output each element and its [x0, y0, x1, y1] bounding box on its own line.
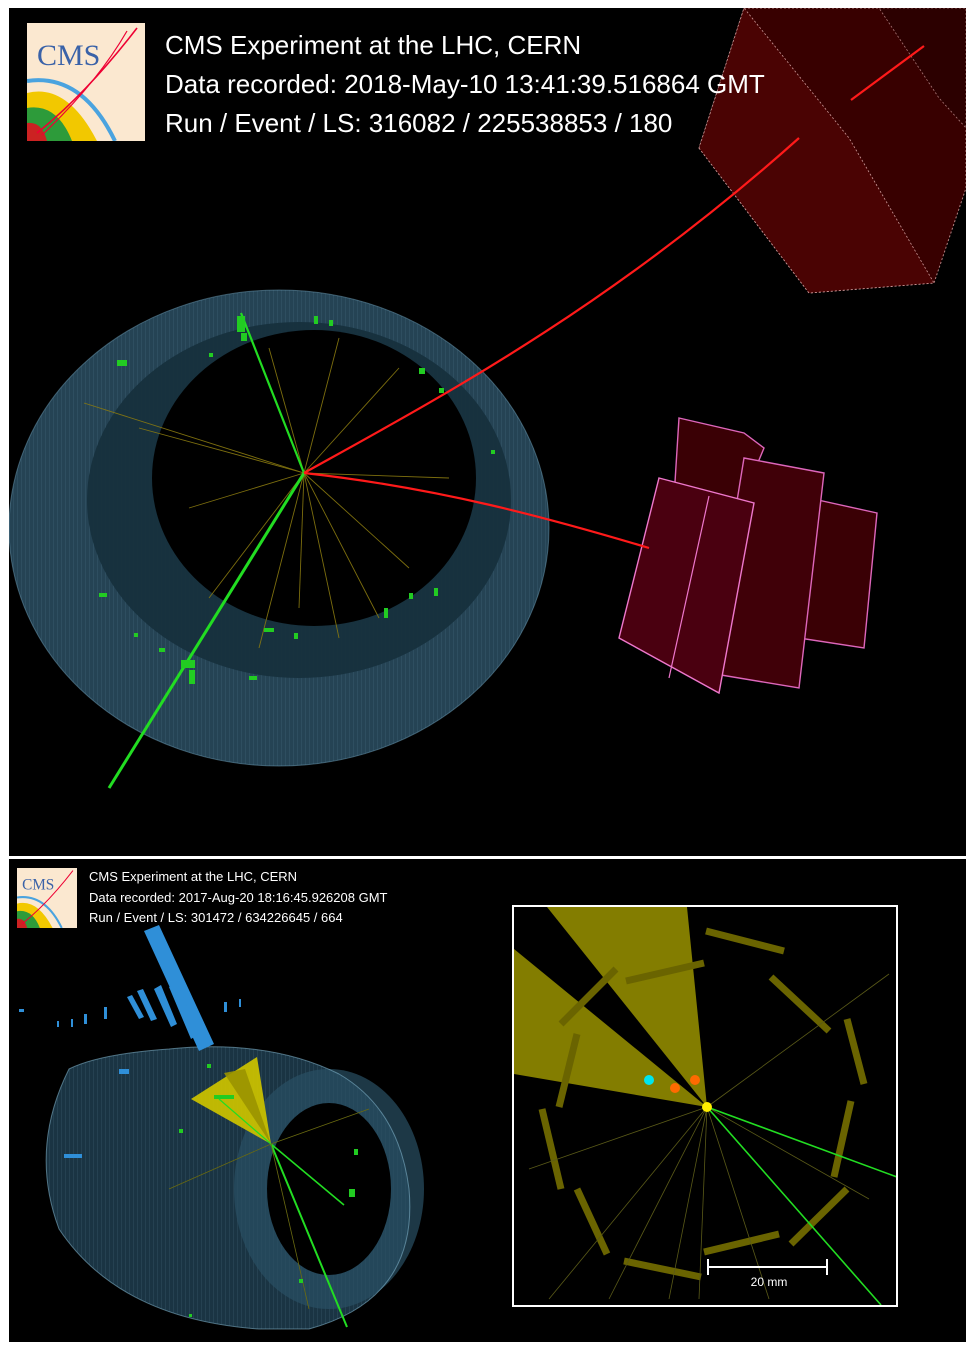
cms-logo: CMS: [27, 23, 145, 141]
vertex-orange-2: [690, 1075, 700, 1085]
vertex-orange-1: [670, 1083, 680, 1093]
event-display-bottom-canvas: 20 mm: [19, 905, 898, 1330]
tracker-barrel: [9, 289, 550, 767]
bottom-event-run: Run / Event / LS: 301472 / 634226645 / 6…: [89, 910, 343, 925]
cms-logo-text: CMS: [37, 39, 100, 72]
bottom-deposits: [179, 1064, 358, 1317]
top-event-header: CMS Experiment at the LHC, CERN Data rec…: [165, 26, 765, 143]
hadronic-tracks: [83, 337, 450, 649]
bottom-event-title: CMS Experiment at the LHC, CERN: [89, 869, 298, 884]
top-event-title: CMS Experiment at the LHC, CERN: [165, 30, 582, 60]
bottom-event-date: Data recorded: 2017-Aug-20 18:16:45.9262…: [89, 889, 388, 905]
top-event-date: Data recorded: 2018-May-10 13:41:39.5168…: [165, 69, 765, 99]
muon-chamber-lower: [618, 417, 878, 695]
hcal-towers: [19, 925, 241, 1158]
bottom-event-header: CMS Experiment at the LHC, CERN Data rec…: [89, 867, 387, 929]
ecal-deposits: [99, 316, 495, 684]
jet-cone: [191, 1057, 271, 1144]
cms-logo-small-text: CMS: [22, 876, 54, 893]
bottom-tracks: [168, 1098, 370, 1328]
vertex-inset: 20 mm: [512, 905, 898, 1307]
cms-logo-small: CMS: [17, 868, 77, 928]
event-display-bottom: 20 mm CMS CMS Experiment at the LHC, CER…: [9, 859, 966, 1342]
vertex-cyan: [644, 1075, 654, 1085]
muon-chamber-upper: [698, 8, 966, 294]
event-display-top: CMS CMS Experiment at the LHC, CERN Data…: [9, 8, 966, 856]
event-display-top-canvas: [9, 8, 966, 789]
top-event-run: Run / Event / LS: 316082 / 225538853 / 1…: [165, 108, 673, 138]
scale-bar-label: 20 mm: [751, 1275, 788, 1289]
muon-tracks: [303, 45, 925, 550]
vertex-primary: [702, 1102, 712, 1112]
scale-bar: [707, 1259, 828, 1275]
electron-tracks: [107, 312, 306, 789]
